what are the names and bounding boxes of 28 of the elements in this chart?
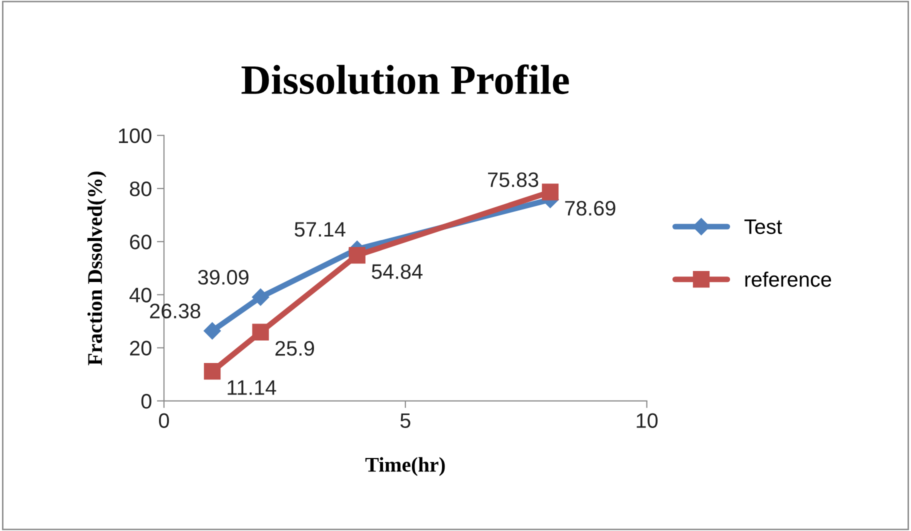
point [252,324,269,340]
y-tick-label: 40 [129,288,152,302]
point [348,246,366,264]
x-tick-label: 5 [400,413,410,428]
chart-title: Dissolution Profile [242,64,569,94]
point [204,362,221,380]
y-tick-label: 80 [130,182,152,196]
y-tick-label: 60 [130,234,152,250]
data-label: 39.09 [198,270,248,285]
data-label: 26.38 [150,304,200,318]
point [252,288,270,306]
x-axis-title: Time(hr) [365,457,445,476]
point [204,322,221,340]
data-label: 54.84 [372,264,423,279]
y-tick-label: 100 [119,128,152,144]
y-tick-label: 20 [130,340,152,356]
data-label: 78.69 [565,200,616,216]
x-tick-label: 10 [636,413,658,428]
x-tick-label: 0 [159,413,169,428]
legend-label: Test [744,220,782,234]
legend-label: reference [745,272,832,287]
data-label: 75.83 [488,172,538,188]
data-label: 57.14 [294,222,346,237]
data-label: 25.9 [275,341,314,356]
point [542,184,559,200]
y-axis-title: Fraction Dssolved(%) [87,172,106,366]
y-tick-label: 0 [141,394,152,409]
data-label: 11.14 [228,380,276,395]
